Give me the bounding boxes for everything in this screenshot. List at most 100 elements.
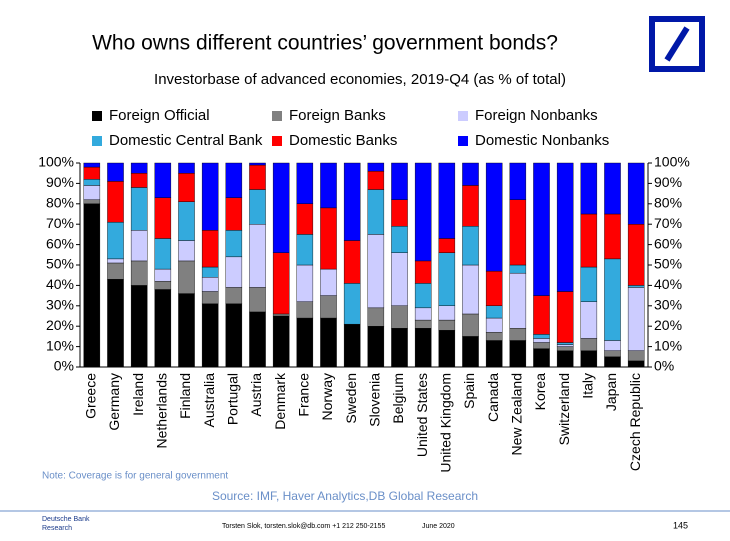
bar-segment — [83, 199, 101, 205]
bar-segment — [391, 252, 408, 306]
bar-segment — [130, 260, 148, 286]
bar-segment — [438, 319, 456, 331]
bar-segment — [462, 162, 479, 186]
bar-segment — [533, 342, 550, 349]
bar-segment — [296, 317, 314, 368]
bar-segment — [604, 340, 621, 351]
bar-segment — [249, 223, 266, 288]
bar-segment — [438, 305, 456, 321]
bar-segment — [296, 301, 314, 319]
bar-segment — [509, 328, 527, 341]
bar-segment — [556, 342, 574, 345]
bar-segment — [485, 340, 503, 368]
bar-segment — [178, 162, 195, 174]
y-tick-label: 80% — [46, 195, 74, 211]
bar-segment — [509, 340, 527, 368]
bar-segment — [343, 323, 361, 368]
bar-segment — [580, 266, 598, 302]
bar-segment — [225, 303, 243, 368]
x-tick-label: Canada — [485, 373, 501, 422]
y-tick-label: 0% — [54, 358, 74, 374]
bar-segment — [154, 281, 172, 290]
legend-swatch — [272, 111, 282, 121]
bar-segment — [107, 221, 124, 260]
bar-segment — [462, 336, 479, 368]
bar-segment — [249, 311, 266, 368]
x-tick-label: Portugal — [225, 373, 241, 425]
bar-segment — [580, 213, 598, 268]
x-tick-label: Norway — [319, 373, 335, 420]
bar-segment — [367, 234, 385, 309]
bar-segment — [272, 252, 290, 315]
bar-segment — [249, 189, 266, 225]
bar-segment — [367, 162, 385, 172]
x-tick-label: Netherlands — [154, 373, 170, 449]
legend-label: Domestic Banks — [289, 132, 397, 149]
bar-segment — [201, 230, 219, 268]
bar-segment — [107, 181, 124, 223]
bar-segment — [178, 172, 195, 202]
bar-segment — [83, 203, 101, 368]
chart-title: Who owns different countries’ government… — [92, 32, 558, 55]
note: Note: Coverage is for general government — [42, 471, 228, 482]
x-tick-label: Japan — [603, 373, 619, 411]
x-tick-label: Czech Republic — [627, 373, 643, 471]
bar-segment — [296, 203, 314, 235]
bar-segment — [391, 226, 408, 253]
bar-segment — [438, 162, 456, 239]
bar-segment — [107, 162, 124, 182]
bar-segment — [414, 260, 432, 284]
bar-segment — [533, 162, 550, 296]
bar-segment — [154, 197, 172, 239]
bar-segment — [83, 179, 101, 186]
bar-segment — [320, 295, 337, 319]
bar-segment — [367, 170, 385, 190]
bar-segment — [296, 162, 314, 204]
bar-segment — [201, 277, 219, 292]
bar-segment — [107, 262, 124, 280]
bar-segment — [580, 162, 598, 215]
bar-segment — [509, 199, 527, 266]
bar-segment — [556, 350, 574, 368]
bar-segment — [438, 330, 456, 368]
bar-segment — [178, 260, 195, 294]
bar-segment — [533, 334, 550, 339]
bar-segment — [83, 185, 101, 200]
bar-segment — [249, 287, 266, 313]
bar-segment — [391, 199, 408, 227]
bar-segment — [509, 162, 527, 200]
bar-segment — [296, 234, 314, 266]
y-tick-label: 30% — [46, 297, 74, 313]
bar-segment — [107, 279, 124, 368]
db-logo — [649, 16, 705, 72]
x-tick-label: Austria — [248, 373, 264, 417]
bar-segment — [462, 313, 479, 337]
legend-label: Domestic Nonbanks — [475, 132, 609, 149]
y-tick-label: 10% — [46, 337, 74, 353]
y2-tick-label: 60% — [654, 235, 682, 251]
y-tick-label: 70% — [46, 215, 74, 231]
bar-segment — [178, 240, 195, 262]
bar-segment — [154, 289, 172, 368]
x-tick-label: Slovenia — [367, 373, 383, 427]
y-tick-label: 100% — [38, 154, 74, 170]
bar-segment — [320, 268, 337, 296]
legend-swatch — [92, 136, 102, 146]
bar-segment — [485, 305, 503, 319]
bar-segment — [320, 317, 337, 368]
bar-segment — [391, 328, 408, 368]
bar-segment — [627, 360, 645, 368]
y-tick-label: 40% — [46, 276, 74, 292]
bar-segment — [83, 166, 101, 180]
bar-segment — [509, 272, 527, 329]
bar-segment — [485, 317, 503, 333]
bar-segment — [556, 162, 574, 292]
y-tick-label: 90% — [46, 174, 74, 190]
x-tick-label: France — [296, 373, 312, 417]
bar-segment — [627, 350, 645, 362]
bar-segment — [225, 197, 243, 231]
bar-segment — [296, 264, 314, 302]
footer-author: Torsten Slok, torsten.slok@db.com +1 212… — [222, 523, 385, 530]
y2-tick-label: 80% — [654, 195, 682, 211]
